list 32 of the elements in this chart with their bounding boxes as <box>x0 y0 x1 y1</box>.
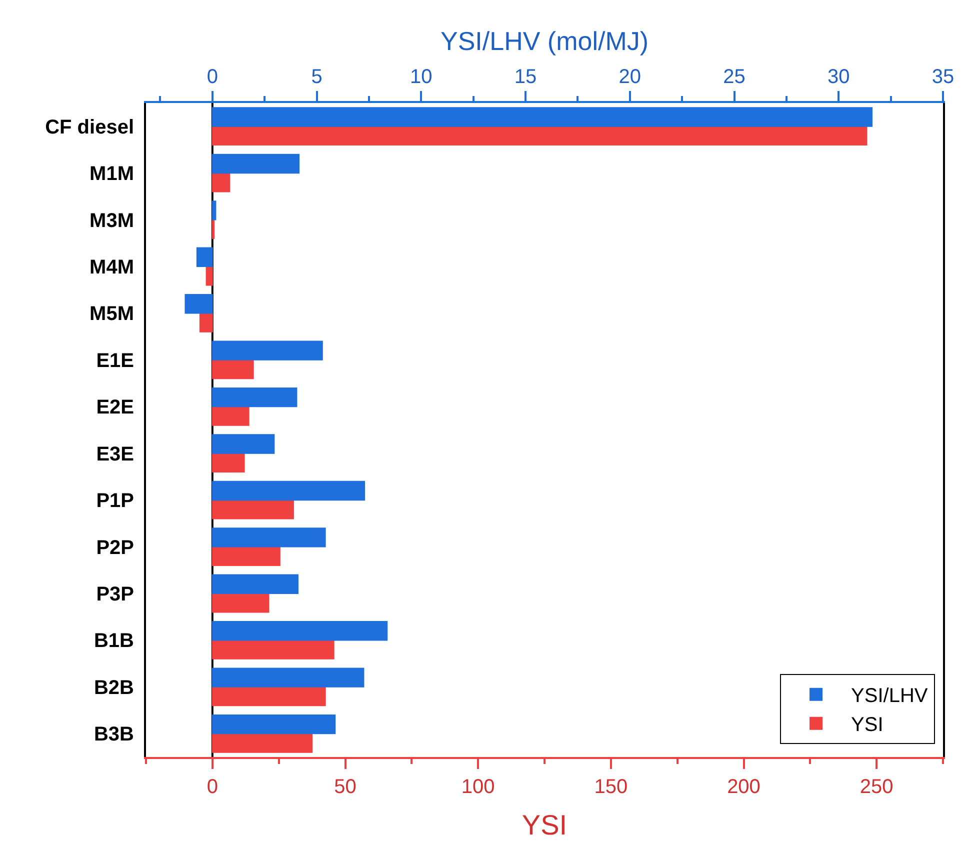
y-tick-label: B1B <box>94 630 134 652</box>
x2-tick-label: 0 <box>206 66 218 88</box>
y-tick-label: M5M <box>90 303 134 326</box>
y-tick-label: M4M <box>90 256 134 278</box>
y-tick-label: M1M <box>90 163 134 186</box>
x-tick-label: 150 <box>594 776 628 798</box>
y-tick-label: E2E <box>96 396 134 419</box>
x2-axis-title: YSI/LHV (mol/MJ) <box>440 26 649 56</box>
legend-label: YSI <box>851 714 884 736</box>
y-tick-label: M3M <box>90 210 134 232</box>
x2-tick-label: 30 <box>828 66 850 88</box>
y-tick-label: E1E <box>96 350 134 372</box>
y-tick-label: P3P <box>96 584 134 606</box>
y-tick-label: CF diesel <box>45 116 134 138</box>
y-tick-label: B2B <box>94 676 134 699</box>
x2-tick-label: 10 <box>410 66 432 88</box>
x-tick-label: 200 <box>727 776 760 798</box>
x2-tick-label: 25 <box>723 66 746 88</box>
y-tick-label: P2P <box>96 536 134 559</box>
x2-tick-label: 35 <box>932 66 954 88</box>
x2-tick-label: 5 <box>311 66 322 88</box>
x-axis-title: YSI <box>522 810 568 841</box>
y-tick-label: P1P <box>96 490 134 512</box>
x2-tick-label: 20 <box>618 66 642 88</box>
y-tick-label: B3B <box>94 724 134 746</box>
legend-label: YSI/LHV <box>851 685 928 708</box>
x-tick-label: 50 <box>334 776 356 798</box>
x-tick-label: 250 <box>860 776 894 798</box>
x-tick-label: 100 <box>461 776 495 798</box>
x-tick-label: 0 <box>206 776 218 798</box>
x2-tick-label: 15 <box>514 66 537 88</box>
y-tick-label: E3E <box>96 443 134 466</box>
